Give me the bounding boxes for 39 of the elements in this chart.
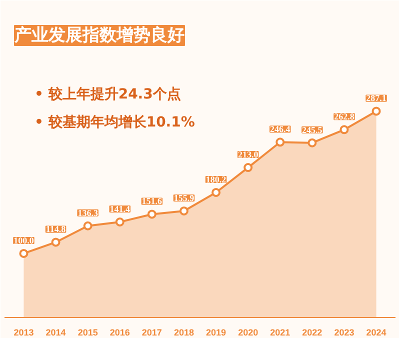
data-label: 262.8 bbox=[334, 112, 355, 122]
point bbox=[276, 138, 285, 147]
x-tick-label: 2022 bbox=[302, 328, 322, 338]
point bbox=[244, 163, 253, 172]
x-tick-label: 2020 bbox=[238, 328, 258, 338]
data-label: 136.3 bbox=[78, 208, 98, 218]
data-label: 100.0 bbox=[14, 235, 34, 246]
point bbox=[115, 218, 124, 226]
x-tick-label: 2017 bbox=[142, 328, 162, 338]
data-label: 114.8 bbox=[46, 224, 66, 234]
point bbox=[51, 238, 60, 247]
data-label: 246.4 bbox=[270, 124, 291, 134]
point bbox=[372, 106, 381, 116]
x-tick-label: 2015 bbox=[78, 328, 98, 338]
x-tick-label: 2019 bbox=[206, 328, 226, 338]
point bbox=[19, 248, 28, 258]
data-label: 155.9 bbox=[174, 192, 195, 203]
point bbox=[340, 125, 349, 134]
x-tick-label: 2018 bbox=[174, 328, 194, 338]
annotation: • 较基期年均增长10.1% bbox=[34, 114, 195, 130]
point bbox=[212, 188, 221, 197]
point bbox=[179, 206, 188, 216]
data-label: 151.6 bbox=[142, 196, 163, 206]
data-label: 213.0 bbox=[238, 150, 259, 160]
text: • 较上年提升24.3个点 bbox=[34, 86, 181, 102]
x-tick-label: 2014 bbox=[46, 328, 66, 338]
data-label: 287.1 bbox=[366, 93, 387, 104]
x-tick-label: 2024 bbox=[366, 328, 386, 338]
data-label: 180.2 bbox=[206, 174, 227, 184]
data-label: 141.4 bbox=[110, 204, 130, 214]
data-label: 245.5 bbox=[302, 124, 323, 135]
point bbox=[147, 210, 156, 219]
x-tick-label: 2013 bbox=[14, 328, 34, 338]
point bbox=[83, 221, 92, 230]
x-tick-label: 2023 bbox=[334, 328, 354, 338]
x-tick-label: 2021 bbox=[270, 328, 290, 338]
x-tick-label: 2016 bbox=[110, 328, 130, 338]
chart-title: 产业发展指数增势良好 bbox=[14, 26, 184, 46]
point bbox=[308, 138, 317, 148]
